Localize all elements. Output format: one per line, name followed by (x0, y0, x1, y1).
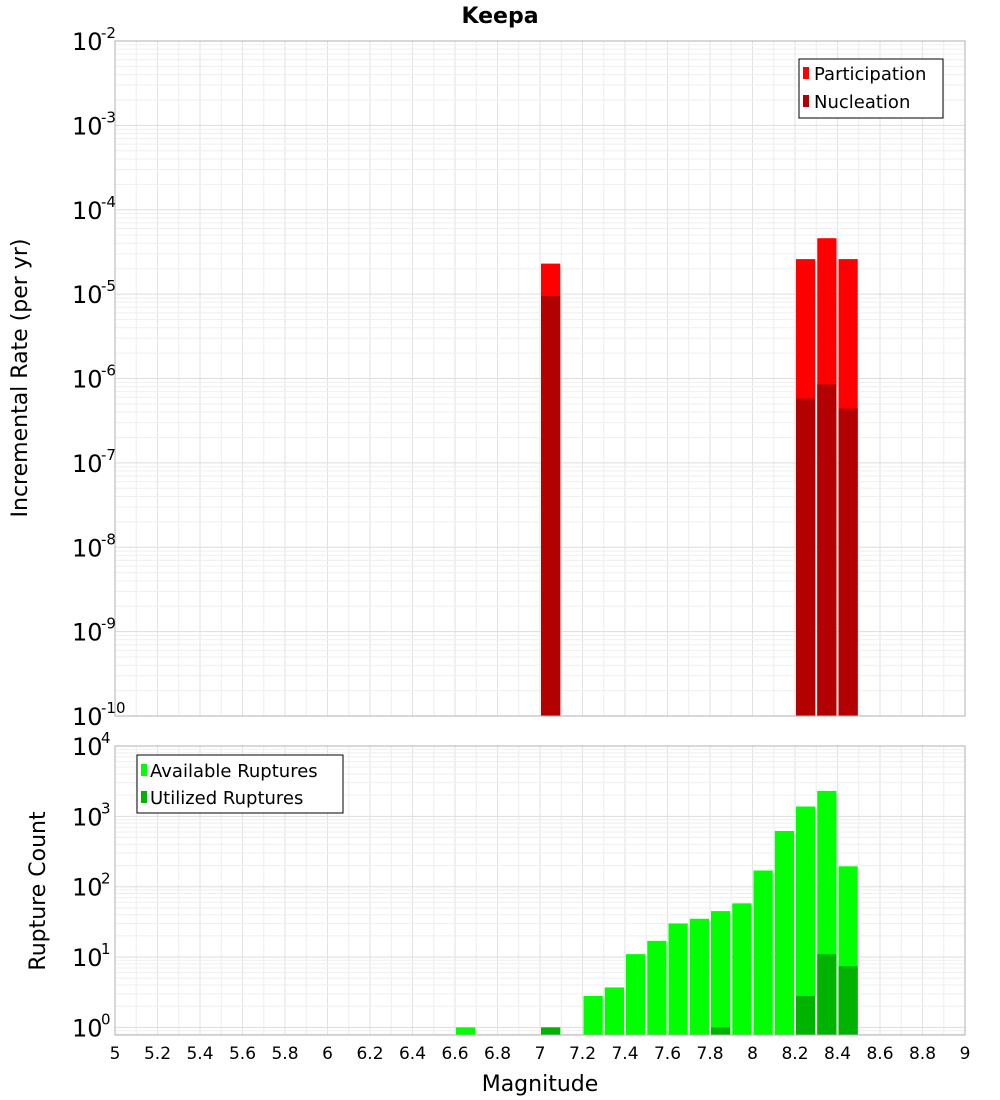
x-tick-label: 5.6 (229, 1044, 256, 1064)
x-tick-label: 6.6 (441, 1044, 468, 1064)
utilized-legend-swatch (141, 791, 147, 803)
bar-available-ruptures (456, 1027, 476, 1035)
y-tick-label: 10 (72, 1014, 103, 1042)
y-tick-exponent: -10 (101, 699, 126, 717)
bar-utilized-ruptures (817, 954, 837, 1035)
rate-gridlines (114, 41, 966, 717)
x-tick-label: 7.8 (696, 1044, 723, 1064)
y-tick-label: 10 (72, 944, 103, 972)
x-tick-label: 5 (110, 1044, 121, 1064)
y-tick-exponent: -4 (101, 193, 116, 211)
y-tick-label: 10 (72, 534, 103, 562)
participation-legend-swatch (803, 67, 809, 79)
bar-available-ruptures (689, 918, 709, 1035)
y-tick-exponent: 0 (101, 1010, 111, 1028)
rate-legend: Participation Nucleation (798, 58, 944, 119)
rate-legend-box (798, 58, 944, 119)
y-tick-label: 10 (72, 619, 103, 647)
participation-legend-label: Participation (814, 64, 926, 85)
y-tick-exponent: 3 (101, 799, 111, 817)
x-tick-label: 8.8 (909, 1044, 936, 1064)
y-tick-label: 10 (72, 450, 103, 478)
bar-nucleation (541, 296, 561, 716)
utilized-legend-label: Utilized Ruptures (150, 788, 303, 809)
y-tick-exponent: -2 (101, 24, 116, 42)
x-tick-label: 8 (747, 1044, 758, 1064)
y-tick-exponent: 1 (101, 940, 111, 958)
bar-nucleation (796, 398, 816, 716)
bar-nucleation (838, 408, 858, 716)
y-tick-exponent: -7 (101, 446, 116, 464)
y-tick-label: 10 (72, 703, 103, 731)
bar-utilized-ruptures (711, 1027, 731, 1035)
x-tick-label: 7.6 (654, 1044, 681, 1064)
x-tick-label: 8.2 (781, 1044, 808, 1064)
count-bars (456, 790, 858, 1035)
bar-available-ruptures (774, 830, 794, 1035)
x-tick-label: 7.4 (611, 1044, 638, 1064)
y-tick-label: 10 (72, 112, 103, 140)
y-tick-label: 10 (72, 197, 103, 225)
rate-plot-border (114, 40, 966, 717)
x-tick-label: 6.4 (399, 1044, 426, 1064)
count-plot-border (114, 745, 966, 1036)
bar-nucleation (817, 384, 837, 716)
bar-utilized-ruptures (838, 966, 858, 1035)
y-tick-label: 10 (72, 281, 103, 309)
count-legend: Available Ruptures Utilized Ruptures (136, 754, 344, 814)
y-tick-label: 10 (72, 733, 103, 761)
y-tick-exponent: -6 (101, 362, 116, 380)
x-tick-label: 6.2 (356, 1044, 383, 1064)
x-axis-label: Magnitude (482, 1072, 599, 1097)
bar-available-ruptures (583, 995, 603, 1035)
y-tick-exponent: -3 (101, 108, 116, 126)
x-tick-label: 5.2 (144, 1044, 171, 1064)
available-legend-swatch (141, 764, 147, 776)
y-tick-label: 10 (72, 874, 103, 902)
bar-available-ruptures (732, 903, 752, 1035)
x-tick-label: 7 (535, 1044, 546, 1064)
nucleation-legend-swatch (803, 95, 809, 107)
y-tick-label: 10 (72, 28, 103, 56)
x-tick-label: 8.4 (824, 1044, 851, 1064)
y-tick-label: 10 (72, 366, 103, 394)
bar-utilized-ruptures (796, 995, 816, 1035)
y-tick-exponent: 4 (101, 729, 111, 747)
y-tick-exponent: -8 (101, 530, 116, 548)
y-tick-exponent: -9 (101, 615, 116, 633)
x-tick-labels: 5 5.2 5.4 5.6 5.8 6 6.2 6.4 6.6 6.8 7 7.2 7.4 7.6 7.8 8… (110, 1044, 971, 1064)
chart-title: Keepa (461, 4, 538, 29)
available-legend-label: Available Ruptures (150, 761, 318, 782)
x-tick-label: 5.4 (186, 1044, 213, 1064)
bar-utilized-ruptures (541, 1027, 561, 1035)
bar-available-ruptures (668, 923, 688, 1035)
x-tick-label: 6.8 (484, 1044, 511, 1064)
y-tick-exponent: -5 (101, 277, 116, 295)
x-tick-label: 5.8 (271, 1044, 298, 1064)
bar-available-ruptures (626, 954, 646, 1035)
count-y-axis-label: Rupture Count (26, 811, 51, 971)
bar-available-ruptures (711, 911, 731, 1035)
count-legend-box (136, 754, 344, 814)
rate-y-axis-label: Incremental Rate (per yr) (8, 239, 33, 518)
x-tick-label: 9 (960, 1044, 971, 1064)
x-tick-label: 7.2 (569, 1044, 596, 1064)
x-tick-label: 6 (322, 1044, 333, 1064)
rate-y-tick-labels: 10-210-310-410-510-610-710-810-910-10 (72, 24, 126, 731)
bar-available-ruptures (796, 806, 816, 1035)
x-tick-label: 8.6 (866, 1044, 893, 1064)
bar-available-ruptures (647, 940, 667, 1035)
rate-bars (541, 238, 858, 716)
rate-panel: 10-210-310-410-510-610-710-810-910-10 Ke… (8, 4, 966, 731)
y-tick-exponent: 2 (101, 870, 111, 888)
bar-available-ruptures (604, 987, 624, 1035)
bar-available-ruptures (753, 870, 773, 1035)
nucleation-legend-label: Nucleation (814, 92, 910, 113)
y-tick-label: 10 (72, 803, 103, 831)
